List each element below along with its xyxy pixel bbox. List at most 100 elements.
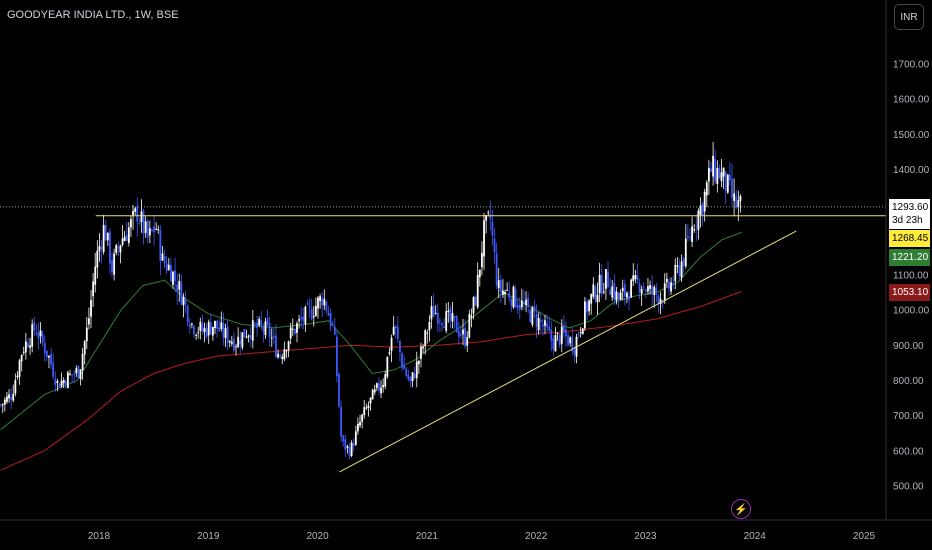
candle-body [218, 327, 221, 331]
candle-body [45, 350, 48, 358]
candle-body [514, 288, 517, 308]
candle-body [602, 291, 605, 293]
candle-body [298, 319, 300, 321]
candle-body [571, 336, 574, 352]
candle-body [342, 435, 345, 442]
candle-body [69, 373, 71, 375]
y-tick-label: 1500.00 [893, 130, 930, 141]
candle-body [226, 326, 229, 344]
candle-body [317, 297, 319, 309]
time-axis[interactable]: 2018 2019 2020 2021 2022 2023 2024 2025 [0, 519, 932, 542]
candle-body [621, 287, 624, 292]
candle-body [237, 336, 240, 348]
candle-body [20, 355, 23, 362]
candle-body [508, 292, 511, 299]
candle-body [478, 269, 481, 278]
candle-body [81, 353, 84, 371]
candle-body [695, 225, 698, 227]
candle-body [18, 360, 21, 377]
candle-body [3, 399, 6, 405]
resistance-price-tag: 1268.45 [889, 230, 930, 247]
candle-body [241, 332, 244, 348]
candle-body [674, 264, 677, 282]
candle-body [39, 330, 42, 337]
candle-body [588, 300, 591, 312]
candle-body [541, 324, 544, 327]
candle-body [188, 323, 191, 328]
candle-body [130, 219, 132, 228]
candle-body [100, 247, 103, 250]
candle-body [558, 334, 561, 345]
candle-body [304, 306, 307, 325]
candle-body [350, 442, 353, 456]
candle-body [216, 320, 219, 329]
candle-body [590, 294, 593, 304]
candle-body [10, 396, 13, 401]
candle-body [190, 323, 193, 325]
candle-body [554, 335, 557, 352]
candle-body [523, 302, 525, 305]
candle-body [153, 226, 155, 233]
currency-button[interactable]: INR [894, 4, 924, 30]
candle-body [642, 287, 645, 289]
candle-body [266, 318, 269, 325]
candle-body [403, 365, 406, 370]
candle-body [96, 250, 99, 268]
candle-body [293, 329, 296, 334]
candle-body [567, 335, 569, 346]
candle-body [35, 332, 38, 335]
candle-body [104, 224, 107, 241]
candle-body [344, 439, 347, 450]
candle-body [491, 221, 494, 236]
candle-body [77, 365, 80, 378]
candle-body [300, 317, 303, 320]
trendline-group[interactable] [95, 215, 886, 473]
candle-body [146, 220, 149, 238]
candle-body [628, 296, 630, 300]
candle-body [560, 326, 563, 344]
candle-body [537, 318, 540, 331]
candle-body [453, 316, 456, 318]
candle-body [363, 407, 366, 416]
symbol-title[interactable]: GOODYEAR INDIA LTD., 1W, BSE [7, 9, 179, 21]
y-tick-label: 800.00 [893, 376, 924, 387]
candle-body [193, 326, 195, 335]
candle-body [689, 237, 691, 239]
candle-body [245, 336, 248, 338]
candle-body [249, 335, 252, 340]
candle-body [701, 203, 704, 216]
candle-body [443, 326, 445, 328]
candle-body [693, 229, 696, 231]
candle-body [638, 283, 641, 293]
candle-body [707, 168, 710, 182]
candle-body [136, 206, 139, 222]
bar-countdown: 3d 23h [892, 215, 923, 226]
candle-body [449, 308, 452, 322]
candle-body [466, 337, 469, 346]
candle-body [502, 290, 504, 295]
x-tick-label: 2021 [416, 531, 439, 542]
candle-body [125, 234, 128, 241]
candle-body [716, 168, 719, 184]
candle-body [438, 320, 441, 322]
candle-body [623, 284, 626, 297]
candle-body [729, 174, 731, 180]
candle-body [510, 299, 513, 306]
candle-body [682, 258, 685, 266]
candle-body [333, 326, 336, 335]
candle-body [651, 285, 654, 295]
price-axis[interactable]: 500.00 600.00 700.00 800.00 900.00 1000.00 110… [885, 0, 930, 520]
candle-body [432, 306, 435, 317]
candle-body [302, 316, 305, 321]
candle-body [127, 227, 130, 243]
candle-body [468, 314, 471, 338]
candle-body [533, 306, 536, 312]
lightning-icon[interactable]: ⚡ [731, 499, 751, 519]
candle-body [436, 312, 439, 325]
candle-body [346, 446, 349, 448]
candle-body [430, 306, 433, 320]
candle-body [649, 284, 651, 289]
candle-body [325, 301, 328, 312]
candle-body [581, 328, 584, 335]
